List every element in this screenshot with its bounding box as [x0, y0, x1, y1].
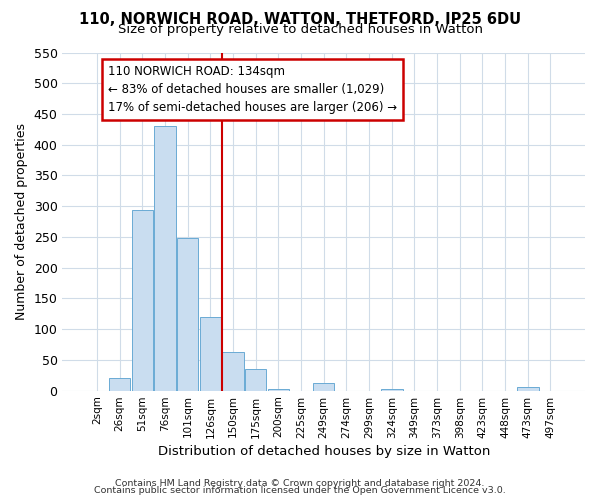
Text: Size of property relative to detached houses in Watton: Size of property relative to detached ho…: [118, 22, 482, 36]
Bar: [517, 388, 539, 390]
Bar: [154, 126, 176, 390]
Bar: [381, 388, 403, 390]
Y-axis label: Number of detached properties: Number of detached properties: [15, 123, 28, 320]
Bar: [109, 378, 130, 390]
Text: Contains HM Land Registry data © Crown copyright and database right 2024.: Contains HM Land Registry data © Crown c…: [115, 478, 485, 488]
Bar: [313, 383, 334, 390]
Text: Contains public sector information licensed under the Open Government Licence v3: Contains public sector information licen…: [94, 486, 506, 495]
Bar: [222, 352, 244, 391]
Bar: [245, 369, 266, 390]
Bar: [200, 317, 221, 390]
Text: 110 NORWICH ROAD: 134sqm
← 83% of detached houses are smaller (1,029)
17% of sem: 110 NORWICH ROAD: 134sqm ← 83% of detach…: [108, 65, 397, 114]
Bar: [177, 238, 199, 390]
Bar: [268, 388, 289, 390]
Bar: [131, 210, 153, 390]
X-axis label: Distribution of detached houses by size in Watton: Distribution of detached houses by size …: [158, 444, 490, 458]
Text: 110, NORWICH ROAD, WATTON, THETFORD, IP25 6DU: 110, NORWICH ROAD, WATTON, THETFORD, IP2…: [79, 12, 521, 28]
